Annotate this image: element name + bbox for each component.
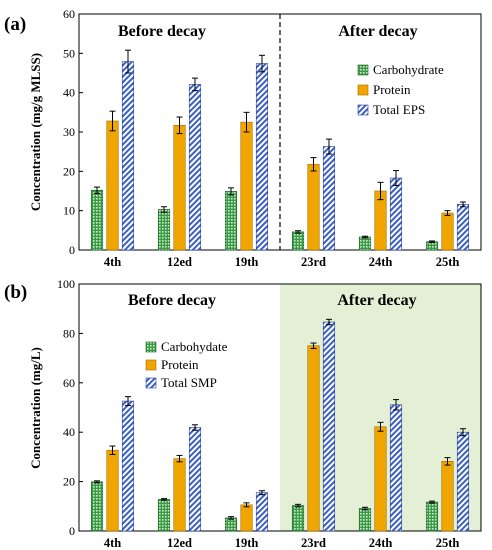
y-tick-label-b-3: 60 xyxy=(63,376,75,390)
x-tick-label-a-2: 19th xyxy=(235,255,259,269)
x-tick-label-b-0: 4th xyxy=(104,536,121,550)
bar-b-protein-2 xyxy=(240,504,253,532)
bar-a-total-1 xyxy=(188,84,202,251)
panel-a-legend: Carbohydrate Protein Total EPS xyxy=(357,62,444,117)
bar-b-carb-2 xyxy=(224,517,238,532)
bar-a-carb-0 xyxy=(90,189,104,251)
y-tick-label-a-5: 50 xyxy=(63,46,75,60)
bar-a-carb-1 xyxy=(157,209,171,251)
y-tick-label-b-5: 100 xyxy=(57,277,75,291)
panel-a-label: (a) xyxy=(4,14,26,35)
x-tick-label-b-3: 23rd xyxy=(301,536,326,550)
legend-b-total-label: Total SMP xyxy=(161,375,217,390)
bar-a-protein-1 xyxy=(173,125,186,251)
legend-b-protein-swatch xyxy=(145,359,157,371)
legend-b-protein-label: Protein xyxy=(161,357,199,372)
y-tick-label-a-3: 30 xyxy=(63,125,75,139)
bar-a-protein-5 xyxy=(441,212,454,251)
legend-a-carbohydrate-label: Carbohydrate xyxy=(373,62,444,77)
y-tick-label-b-0: 0 xyxy=(69,524,75,538)
panel-b-label: (b) xyxy=(4,282,27,303)
panel-b-frame xyxy=(78,283,482,532)
x-tick-label-a-4: 24th xyxy=(369,255,393,269)
bar-b-protein-1 xyxy=(173,458,186,532)
bar-b-protein-4 xyxy=(374,426,387,532)
y-tick-label-b-1: 20 xyxy=(63,475,75,489)
bar-a-carb-3 xyxy=(291,231,305,251)
legend-b-total-swatch xyxy=(145,377,157,389)
bar-a-total-5 xyxy=(456,204,470,251)
bar-a-total-0 xyxy=(121,61,135,251)
bar-a-total-2 xyxy=(255,63,269,251)
panel-b-legend: Carbohydate Protein Total SMP xyxy=(145,339,228,390)
y-tick-label-b-2: 40 xyxy=(63,425,75,439)
bar-b-carb-0 xyxy=(90,481,104,532)
bar-b-total-1 xyxy=(188,427,202,532)
y-tick-label-a-4: 40 xyxy=(63,86,75,100)
y-tick-label-a-0: 0 xyxy=(69,243,75,257)
panel-a-ylabel: Concentration (mg/g MLSS) xyxy=(28,53,43,211)
legend-a-total-swatch xyxy=(357,104,369,116)
bar-a-total-3 xyxy=(322,146,336,251)
bar-a-carb-2 xyxy=(224,191,238,251)
bar-b-total-4 xyxy=(389,404,403,532)
bar-b-carb-1 xyxy=(157,499,171,532)
bar-a-protein-3 xyxy=(307,163,320,251)
bar-a-carb-4 xyxy=(358,236,372,251)
x-tick-label-a-1: 12ed xyxy=(167,255,192,269)
x-tick-label-b-1: 12ed xyxy=(167,536,192,550)
bar-b-total-2 xyxy=(255,492,269,532)
panel-a-after-label: After decay xyxy=(338,23,417,40)
y-tick-label-a-1: 10 xyxy=(63,204,75,218)
bar-b-carb-3 xyxy=(291,505,305,532)
x-tick-label-b-5: 25th xyxy=(436,536,460,550)
panel-b-before-label: Before decay xyxy=(128,292,216,309)
panel-a: 0 10 20 30 40 50 60 4th 12ed 19th 23rd 24th 25th (a)… xyxy=(4,7,482,269)
x-tick-label-a-0: 4th xyxy=(104,255,121,269)
bar-b-protein-0 xyxy=(106,449,119,532)
bar-a-protein-2 xyxy=(240,121,253,251)
legend-a-total-label: Total EPS xyxy=(373,102,425,117)
panel-b-ylabel: Concentration (mg/L) xyxy=(28,347,43,469)
x-tick-label-a-5: 25th xyxy=(436,255,460,269)
bar-b-total-5 xyxy=(456,431,470,532)
bar-a-protein-0 xyxy=(106,120,119,251)
x-tick-label-b-2: 19th xyxy=(235,536,259,550)
bar-b-carb-4 xyxy=(358,508,372,532)
bar-b-protein-3 xyxy=(307,345,320,532)
bar-b-total-0 xyxy=(121,400,135,532)
panel-a-plot: 0 10 20 30 40 50 60 4th 12ed 19th 23rd 24th 25th xyxy=(63,7,482,269)
x-tick-label-a-3: 23rd xyxy=(301,255,326,269)
panel-a-before-label: Before decay xyxy=(118,23,206,40)
legend-a-carbohydrate-swatch xyxy=(357,64,369,76)
legend-b-carbohydrate-label: Carbohydate xyxy=(161,339,228,354)
panel-b-plot: 0 20 40 60 80 100 4th 12ed 19th 23rd 24th 25th xyxy=(57,277,482,550)
bar-b-protein-5 xyxy=(441,461,454,532)
y-tick-label-b-4: 80 xyxy=(63,326,75,340)
bar-a-total-4 xyxy=(389,177,403,251)
legend-a-protein-label: Protein xyxy=(373,82,411,97)
panel-b-after-label: After decay xyxy=(337,292,416,309)
bar-b-total-3 xyxy=(322,321,336,532)
legend-b-carbohydrate-swatch xyxy=(145,341,157,353)
y-tick-label-a-2: 20 xyxy=(63,164,75,178)
y-tick-label-a-6: 60 xyxy=(63,7,75,21)
x-tick-label-b-4: 24th xyxy=(369,536,393,550)
bar-b-carb-5 xyxy=(425,501,439,532)
legend-a-protein-swatch xyxy=(357,84,369,96)
